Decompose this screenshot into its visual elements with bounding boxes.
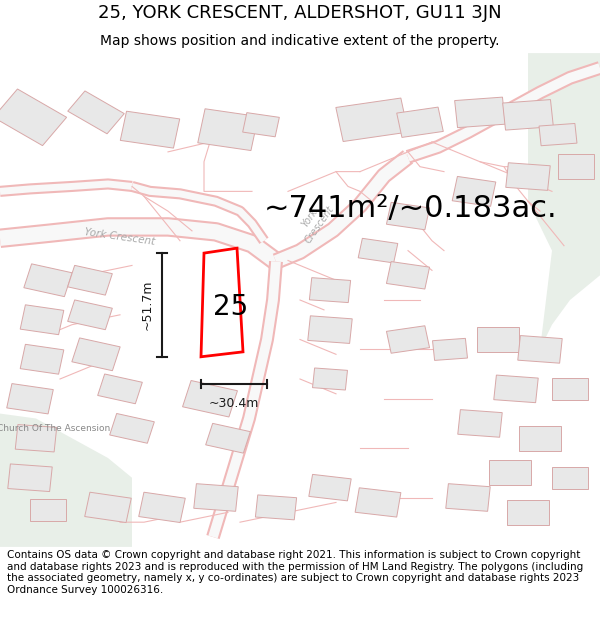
FancyBboxPatch shape [7,384,53,414]
FancyBboxPatch shape [336,98,408,141]
FancyBboxPatch shape [85,492,131,522]
FancyBboxPatch shape [458,409,502,437]
FancyBboxPatch shape [433,338,467,361]
FancyBboxPatch shape [386,326,430,353]
FancyBboxPatch shape [20,305,64,335]
FancyBboxPatch shape [386,262,430,289]
FancyBboxPatch shape [552,467,588,489]
Polygon shape [528,53,600,349]
FancyBboxPatch shape [68,91,124,134]
FancyBboxPatch shape [256,495,296,520]
FancyBboxPatch shape [120,111,180,148]
FancyBboxPatch shape [519,426,561,451]
FancyBboxPatch shape [242,112,280,137]
FancyBboxPatch shape [358,238,398,263]
FancyBboxPatch shape [24,264,72,297]
FancyBboxPatch shape [539,124,577,146]
FancyBboxPatch shape [72,338,120,371]
Polygon shape [0,414,132,547]
FancyBboxPatch shape [446,484,490,511]
FancyBboxPatch shape [386,202,430,230]
FancyBboxPatch shape [110,414,154,443]
FancyBboxPatch shape [182,381,238,417]
FancyBboxPatch shape [194,484,238,511]
Text: ~30.4m: ~30.4m [209,398,259,410]
FancyBboxPatch shape [8,464,52,491]
Text: ~741m²/~0.183ac.: ~741m²/~0.183ac. [264,194,557,223]
FancyBboxPatch shape [68,300,112,330]
FancyBboxPatch shape [15,424,57,452]
FancyBboxPatch shape [206,423,250,453]
FancyBboxPatch shape [397,107,443,138]
Text: 25: 25 [212,293,248,321]
Text: Map shows position and indicative extent of the property.: Map shows position and indicative extent… [100,34,500,48]
Text: York
Crescent: York Crescent [294,197,336,245]
FancyBboxPatch shape [494,375,538,402]
FancyBboxPatch shape [313,368,347,390]
FancyBboxPatch shape [503,99,553,130]
Text: York Crescent: York Crescent [84,227,156,247]
Text: 25, YORK CRESCENT, ALDERSHOT, GU11 3JN: 25, YORK CRESCENT, ALDERSHOT, GU11 3JN [98,4,502,22]
FancyBboxPatch shape [0,89,67,146]
FancyBboxPatch shape [558,154,594,179]
Polygon shape [201,248,243,357]
FancyBboxPatch shape [455,97,505,128]
FancyBboxPatch shape [198,109,258,151]
FancyBboxPatch shape [30,499,66,521]
FancyBboxPatch shape [308,316,352,343]
Text: ~51.7m: ~51.7m [140,280,154,330]
FancyBboxPatch shape [477,327,519,352]
Text: Church Of The Ascension: Church Of The Ascension [0,424,110,433]
FancyBboxPatch shape [309,474,351,501]
FancyBboxPatch shape [506,162,550,191]
FancyBboxPatch shape [355,488,401,517]
FancyBboxPatch shape [452,176,496,206]
FancyBboxPatch shape [489,461,531,485]
FancyBboxPatch shape [518,336,562,363]
FancyBboxPatch shape [68,266,112,295]
FancyBboxPatch shape [98,374,142,404]
FancyBboxPatch shape [507,500,549,524]
FancyBboxPatch shape [552,378,588,400]
FancyBboxPatch shape [20,344,64,374]
Text: Contains OS data © Crown copyright and database right 2021. This information is : Contains OS data © Crown copyright and d… [7,550,583,595]
FancyBboxPatch shape [310,278,350,302]
FancyBboxPatch shape [139,492,185,522]
